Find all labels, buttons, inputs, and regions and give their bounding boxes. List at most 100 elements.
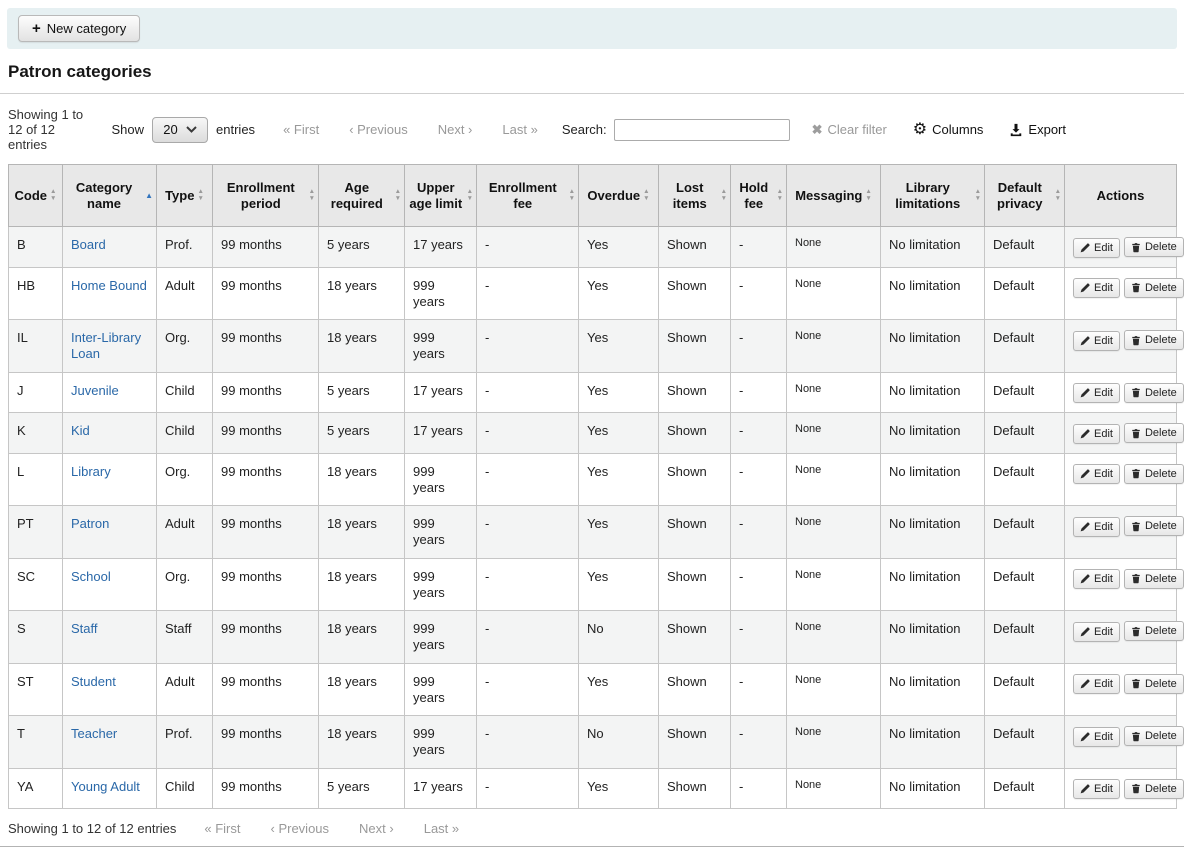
category-row-pt: PT Patron Adult 99 months 18 years 999 years -… [8,505,1184,559]
delete-button[interactable]: Delete [1123,463,1184,484]
page-size-select[interactable]: 20 [152,116,209,143]
category-name-link[interactable]: Inter-Library Loan [71,330,142,362]
first-page-button[interactable]: « First [204,821,241,836]
category-name-link[interactable]: Patron [71,516,110,531]
column-header-lost-items[interactable]: Lost items ▲ ▼ [658,164,731,227]
edit-button[interactable]: Edit [1073,516,1120,537]
sort-icon: ▲ ▼ [197,187,204,202]
edit-button[interactable]: Edit [1073,237,1120,258]
delete-button[interactable]: Delete [1123,568,1184,589]
cell-enrollment-period: 99 months [212,452,319,506]
table-controls: Showing 1 to 12 of 12 entries Show 20 en… [0,94,1184,163]
cell-type: Prof. [156,715,213,769]
category-name-link[interactable]: Teacher [71,726,118,741]
trash-icon [1132,335,1140,345]
edit-button[interactable]: Edit [1073,423,1120,444]
delete-button[interactable]: Delete [1123,330,1184,350]
category-name-link[interactable]: Kid [71,423,90,438]
column-header-category-name[interactable]: Category name ▲ [62,164,157,227]
toolbar: + New category [7,8,1177,49]
category-name-link[interactable]: Staff [71,621,98,636]
cell-library-limitations: No limitation [880,505,985,559]
category-name-link[interactable]: School [71,568,111,584]
next-page-button[interactable]: Next › [359,821,394,836]
category-name-link[interactable]: Young Adult [71,778,140,794]
cell-code: SC [8,557,63,611]
sort-ascending-icon: ▲ [145,190,153,200]
trash-icon [1132,388,1140,398]
column-header-upper-age-limit[interactable]: Upper age limit ▲ ▼ [404,164,477,227]
category-name-link[interactable]: Student [71,673,116,689]
delete-label: Delete [1144,467,1177,480]
cell-type: Adult [156,505,213,559]
column-header-enrollment-fee[interactable]: Enrollment fee ▲ ▼ [476,164,579,227]
cell-overdue: Yes [578,371,659,413]
cell-lost-items: Shown [658,226,731,268]
delete-button[interactable]: Delete [1123,778,1184,799]
edit-button[interactable]: Edit [1073,726,1120,747]
previous-page-button[interactable]: ‹ Previous [349,122,408,137]
cell-type: Child [156,412,213,454]
column-header-enrollment-period[interactable]: Enrollment period ▲ ▼ [212,164,319,227]
clear-filter-button[interactable]: ✖ Clear filter [812,122,887,138]
cell-overdue: Yes [578,412,659,454]
export-button[interactable]: Export [1009,122,1066,137]
pencil-icon [1080,388,1090,398]
delete-label: Delete [1144,386,1177,399]
cell-lost-items: Shown [658,557,731,611]
cell-overdue: Yes [578,767,659,809]
cell-library-limitations: No limitation [880,452,985,506]
delete-button[interactable]: Delete [1123,382,1184,403]
columns-button[interactable]: ⚙ Columns [913,121,984,137]
category-name-link[interactable]: Library [71,463,111,479]
column-header-type[interactable]: Type ▲ ▼ [156,164,213,227]
previous-page-button[interactable]: ‹ Previous [270,821,330,836]
edit-button[interactable]: Edit [1073,569,1120,589]
edit-label: Edit [1094,468,1113,480]
delete-button[interactable]: Delete [1123,237,1184,257]
edit-button[interactable]: Edit [1073,674,1120,694]
edit-button[interactable]: Edit [1073,779,1120,799]
edit-button[interactable]: Edit [1073,383,1120,403]
cell-actions: Edit Delete [1064,767,1184,809]
column-header-default-privacy[interactable]: Default privacy ▲ ▼ [984,164,1065,227]
patron-categories-table: Code ▲ ▼ Category name ▲ Type ▲ ▼ Enrollment per… [8,164,1184,809]
category-name-link[interactable]: Home Bound [71,277,147,293]
edit-button[interactable]: Edit [1073,464,1120,484]
cell-hold-fee: - [730,715,787,769]
category-name-link[interactable]: Board [71,237,106,252]
cell-type: Adult [156,266,213,320]
column-header-age-required[interactable]: Age required ▲ ▼ [318,164,405,227]
new-category-button[interactable]: + New category [18,15,141,42]
pencil-icon [1080,242,1090,252]
delete-button[interactable]: Delete [1123,621,1184,641]
delete-button[interactable]: Delete [1123,516,1184,536]
delete-button[interactable]: Delete [1123,277,1184,298]
delete-label: Delete [1144,241,1177,253]
delete-button[interactable]: Delete [1123,423,1184,443]
edit-label: Edit [1094,427,1113,440]
cell-default-privacy: Default [984,452,1065,506]
search-input[interactable] [613,118,790,141]
sort-icon: ▲ ▼ [1054,187,1061,202]
column-header-messaging[interactable]: Messaging ▲ ▼ [786,164,881,227]
column-label: Type [165,187,195,203]
column-label: Code [14,187,48,203]
next-page-button[interactable]: Next › [437,122,473,137]
edit-button[interactable]: Edit [1073,621,1120,642]
last-page-button[interactable]: Last » [423,821,460,836]
trash-icon [1132,784,1140,794]
column-header-overdue[interactable]: Overdue ▲ ▼ [578,164,659,227]
cell-messaging: None [786,610,881,664]
edit-button[interactable]: Edit [1073,330,1120,351]
last-page-button[interactable]: Last » [502,122,538,137]
column-header-library-limitations[interactable]: Library limitations ▲ ▼ [880,164,985,227]
category-name-link[interactable]: Juvenile [71,382,119,398]
column-header-hold-fee[interactable]: Hold fee ▲ ▼ [730,164,787,227]
edit-button[interactable]: Edit [1073,278,1120,298]
first-page-button[interactable]: « First [283,122,320,137]
cell-upper-age-limit: 17 years [404,371,477,413]
column-header-code[interactable]: Code ▲ ▼ [8,164,63,227]
delete-button[interactable]: Delete [1123,673,1184,694]
delete-button[interactable]: Delete [1123,726,1184,746]
